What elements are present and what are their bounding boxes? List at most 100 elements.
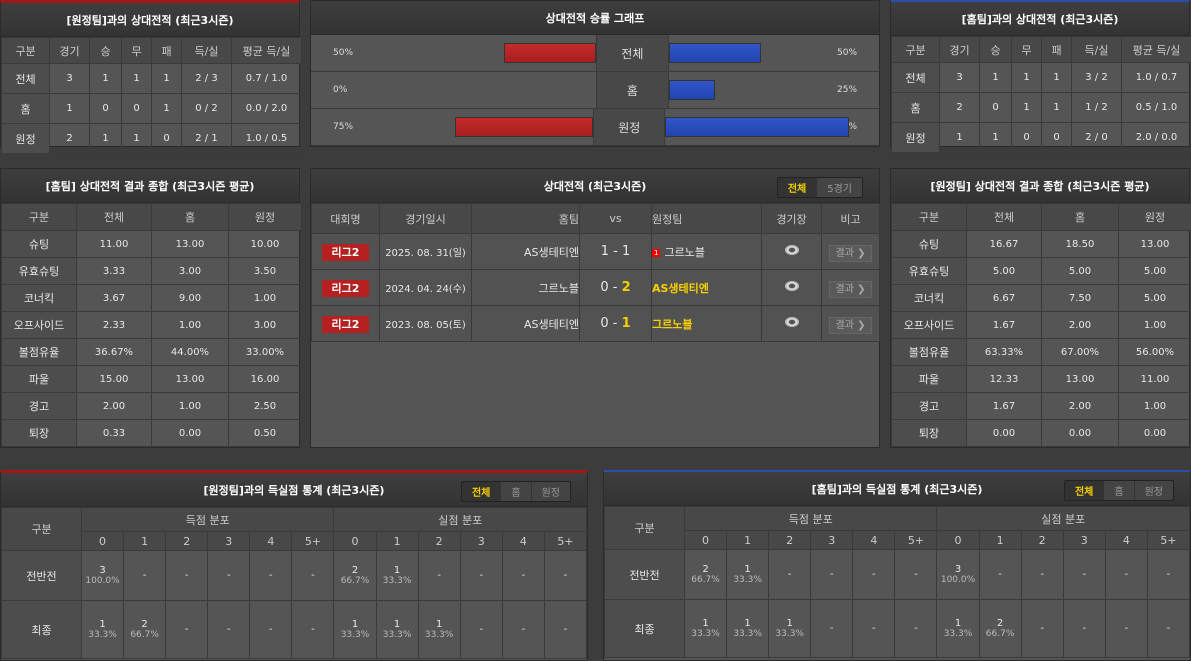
tab-1[interactable]: 홈 xyxy=(500,482,530,501)
tab-0[interactable]: 전체 xyxy=(777,178,817,197)
cell: 1.0 / 0.5 xyxy=(231,123,302,154)
bucket-header: 4 xyxy=(249,531,293,551)
home-team: AS생테티엔 xyxy=(524,317,579,331)
panel-title: 상대전적 (최근3시즌) xyxy=(543,179,647,193)
stadium-icon[interactable] xyxy=(784,245,799,255)
count: 2 xyxy=(141,619,148,630)
column-header: 패 xyxy=(1041,36,1072,63)
match-row[interactable]: 리그2 2024. 04. 24(수) 그르노블 0 - 2 AS생테티엔 결과… xyxy=(311,269,880,306)
percent: 33.3% xyxy=(733,629,762,639)
cell: 1 xyxy=(1011,62,1042,93)
percent: 33.3% xyxy=(775,629,804,639)
cell: - xyxy=(543,600,588,659)
row-label: 경고 xyxy=(1,392,77,420)
count: 1 xyxy=(744,618,751,629)
filter-tabs: 전체 5경기 xyxy=(776,177,863,198)
table-row: 유효슈팅 5.00 5.00 5.00 xyxy=(891,257,1191,285)
cell: 5.00 xyxy=(1118,257,1191,285)
cell: 1 xyxy=(151,93,182,124)
column-header: 득/실 xyxy=(1071,36,1122,63)
column-header: 홈 xyxy=(151,203,229,231)
cell: 1.67 xyxy=(966,392,1042,420)
column-header: 무 xyxy=(1011,36,1042,63)
bucket-header: 5+ xyxy=(1146,530,1191,550)
cell: - xyxy=(165,550,209,601)
match-date: 2023. 08. 05(토) xyxy=(385,320,466,331)
row-label: 최종 xyxy=(1,600,82,659)
cell: 11.00 xyxy=(76,230,152,258)
count: - xyxy=(184,624,189,635)
match-row[interactable]: 리그2 2025. 08. 31(일) AS생테티엔 1 - 1 1 그르노블 결… xyxy=(311,233,880,270)
home-team: AS생테티엔 xyxy=(524,245,579,259)
cell: 2 / 1 xyxy=(181,123,232,154)
count: - xyxy=(872,569,876,580)
row-label: 최종 xyxy=(604,599,685,658)
tab-2[interactable]: 원정 xyxy=(530,482,570,501)
tab-2[interactable]: 원정 xyxy=(1133,481,1173,500)
tab-1[interactable]: 5경기 xyxy=(816,178,862,197)
match-row[interactable]: 리그2 2023. 08. 05(토) AS생테티엔 0 - 1 그르노블 결과… xyxy=(311,305,880,342)
column-header: 구분 xyxy=(1,507,82,551)
count: - xyxy=(787,569,792,580)
count: - xyxy=(269,624,273,635)
cell: 2.50 xyxy=(228,392,302,420)
cell: 2 xyxy=(49,123,90,154)
home-win-bar xyxy=(455,117,594,137)
column-header: 비고 xyxy=(821,203,880,234)
percent: 66.7% xyxy=(985,629,1015,639)
bucket-header: 5+ xyxy=(543,531,588,551)
goals-table: 구분 득점 분포 실점 분포 0 1 2 3 4 5+ 0 1 2 3 4 5+ 전반전 3 100.0% - - - -… xyxy=(1,507,588,659)
away-win-bar xyxy=(668,43,761,63)
panel-title: [홈팀] 상대전적 결과 종합 (최근3시즌 평균) xyxy=(45,179,255,193)
count: 1 xyxy=(393,619,401,630)
bucket-header: 0 xyxy=(683,530,728,550)
column-header: 경기일시 xyxy=(379,203,472,234)
cell: - xyxy=(1020,599,1064,658)
tab-0[interactable]: 전체 xyxy=(461,482,501,501)
count: - xyxy=(521,624,526,635)
row-label: 원정 xyxy=(1,123,50,154)
match-date: 2024. 04. 24(수) xyxy=(385,284,466,295)
result-button[interactable]: 결과 ❯ xyxy=(828,317,873,334)
cell: 0 xyxy=(1041,122,1072,153)
cell: - xyxy=(1104,549,1148,600)
tab-0[interactable]: 전체 xyxy=(1064,481,1104,500)
cell: 10.00 xyxy=(228,230,302,258)
cell: 1 xyxy=(1041,92,1072,123)
panel-title: 상대전적 승률 그래프 xyxy=(545,11,645,25)
cell: 3 / 2 xyxy=(1071,62,1122,93)
cell: - xyxy=(768,549,812,600)
cell: 0 xyxy=(979,92,1012,123)
cell: - xyxy=(1146,599,1191,658)
result-button[interactable]: 결과 ❯ xyxy=(828,245,873,262)
count: - xyxy=(479,624,484,635)
filter-tabs: 전체 홈 원정 xyxy=(460,481,571,502)
scored-header: 득점 분포 xyxy=(683,506,938,531)
goals-table: 구분 득점 분포 실점 분포 0 1 2 3 4 5+ 0 1 2 3 4 5+ 전반전 2 66.7% 1 33.3… xyxy=(604,506,1191,658)
row-label: 파울 xyxy=(891,365,967,393)
bucket-header: 4 xyxy=(1104,530,1148,550)
column-header: 구분 xyxy=(1,203,77,231)
count: - xyxy=(1040,569,1044,580)
home-win-rate: 75% xyxy=(333,122,354,132)
row-label: 경고 xyxy=(891,392,967,420)
cell: 0 xyxy=(89,93,122,124)
result-button[interactable]: 결과 ❯ xyxy=(828,281,873,298)
count: - xyxy=(521,570,526,581)
stadium-icon[interactable] xyxy=(784,281,799,291)
count: - xyxy=(998,569,1002,580)
percent: 66.7% xyxy=(130,630,159,640)
column-header: 경기 xyxy=(49,37,90,64)
tab-1[interactable]: 홈 xyxy=(1103,481,1133,500)
table-row: 오프사이드 1.67 2.00 1.00 xyxy=(891,311,1191,339)
cell: 2 66.7% xyxy=(978,599,1022,658)
bucket-header: 0 xyxy=(333,531,377,551)
row-label: 볼점유율 xyxy=(891,338,967,366)
column-header: 경기 xyxy=(939,36,980,63)
cell: 0.00 xyxy=(1118,419,1191,447)
panel-header: [홈팀]과의 득실점 통계 (최근3시즌) 전체 홈 원정 xyxy=(604,472,1190,506)
cell: - xyxy=(207,600,251,659)
stadium-icon[interactable] xyxy=(784,317,799,327)
row-label: 원정 xyxy=(891,122,940,153)
away-score: 1 xyxy=(621,244,631,259)
